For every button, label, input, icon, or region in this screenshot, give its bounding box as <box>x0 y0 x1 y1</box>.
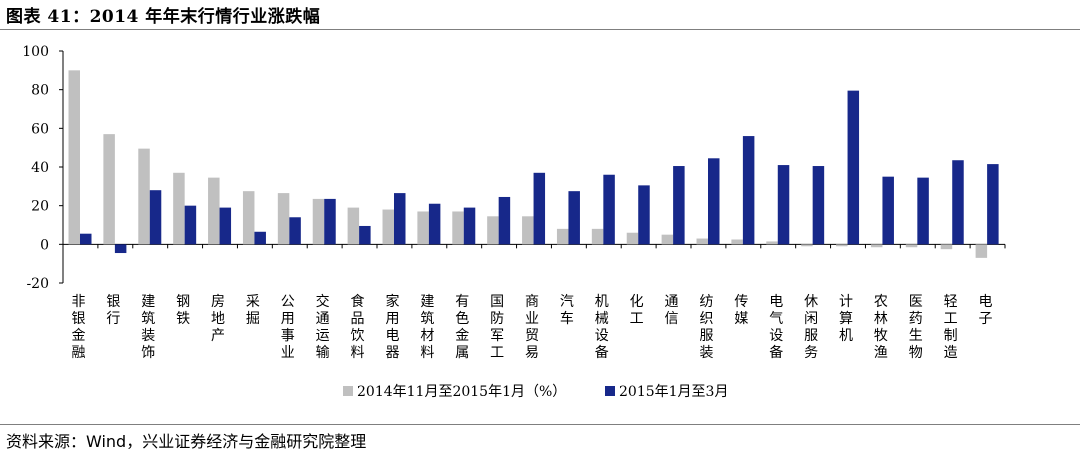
bar-chart: 100 80 60 40 20 0 -20 非银金融 银行 建筑装饰 钢铁 房地产 采掘 公用事业 交通运输… <box>22 44 1006 400</box>
x-category-label: 采掘 <box>246 294 260 327</box>
x-category-label: 机械设备 <box>595 294 609 361</box>
legend-swatch-series1 <box>343 386 353 396</box>
bar-series2 <box>394 193 406 245</box>
x-category-label: 农林牧渔 <box>874 294 888 361</box>
bar-series1 <box>382 209 394 245</box>
bar-series2 <box>533 172 546 245</box>
bar-series2 <box>219 207 232 245</box>
x-category-label: 商业贸易 <box>525 294 539 361</box>
bar-series2 <box>882 176 894 245</box>
y-tick-label: 60 <box>31 121 49 137</box>
bar-series1 <box>870 244 883 248</box>
x-category-label: 化工 <box>630 294 644 327</box>
x-category-label: 纺织服装 <box>699 294 713 361</box>
bar-series2 <box>254 231 266 245</box>
bar-series1 <box>731 239 743 245</box>
legend-label-series1: 2014年11月至2015年1月（%） <box>357 384 566 400</box>
x-category-label: 钢铁 <box>176 294 190 327</box>
bar-series1 <box>277 193 290 245</box>
legend: 2014年11月至2015年1月（%） 2015年1月至3月 <box>343 384 728 400</box>
bar-series2 <box>463 207 476 245</box>
x-category-label: 有色金属 <box>455 294 469 361</box>
y-tick-label: 20 <box>31 199 49 215</box>
bar-series1 <box>173 172 185 245</box>
bar-series1 <box>591 228 604 245</box>
y-tick-label: 0 <box>40 237 49 253</box>
bar-series1 <box>312 198 325 245</box>
bar-series1 <box>975 244 988 258</box>
x-category-label: 电气设备 <box>769 294 783 361</box>
bar-series1 <box>347 207 360 245</box>
y-tick-label: 80 <box>31 83 49 99</box>
bar-series2 <box>359 225 371 245</box>
bar-series2 <box>777 165 790 245</box>
x-category-label: 休闲服务 <box>804 294 818 361</box>
x-category-label: 传媒 <box>734 294 748 327</box>
bar-series2 <box>742 136 755 245</box>
x-category-label: 交通运输 <box>316 293 330 361</box>
bar-series2 <box>847 90 860 245</box>
bar-series1 <box>766 241 778 245</box>
bar-series2 <box>428 203 441 245</box>
x-category-label: 房地产 <box>211 294 225 344</box>
bar-series2 <box>114 244 127 254</box>
x-category-label: 建筑装饰 <box>141 294 155 361</box>
bar-series2 <box>987 164 999 245</box>
bar-series1 <box>452 211 464 245</box>
title-divider <box>0 29 1080 30</box>
x-category-label: 计算机 <box>839 294 853 344</box>
bar-series2 <box>812 166 825 245</box>
bar-series1 <box>242 191 255 245</box>
bar-series2 <box>603 174 615 245</box>
bar-series1 <box>661 234 674 245</box>
bar-series2 <box>498 196 511 245</box>
x-category-label: 电子 <box>979 294 993 327</box>
bar-series1 <box>68 70 80 245</box>
x-category-label: 轻工制造 <box>944 294 958 361</box>
bar-series2 <box>184 205 197 245</box>
y-tick-label: 100 <box>22 44 49 60</box>
bar-series1 <box>940 244 953 250</box>
chart-title: 图表 41：2014 年年末行情行业涨跌幅 <box>6 7 321 27</box>
bar-series1 <box>836 244 848 247</box>
bar-series2 <box>708 158 720 245</box>
bar-series1 <box>696 238 708 245</box>
bar-series2 <box>952 160 964 245</box>
x-category-label: 汽车 <box>560 294 574 327</box>
x-category-label: 通信 <box>665 294 679 327</box>
legend-label-series2: 2015年1月至3月 <box>619 384 728 400</box>
x-category-label: 银行 <box>106 294 120 327</box>
bar-series2 <box>568 191 580 245</box>
source-divider <box>0 424 1080 425</box>
bar-series2 <box>324 198 336 245</box>
bar-series2 <box>149 190 162 245</box>
bar-series1 <box>208 177 220 245</box>
bar-series2 <box>289 217 301 245</box>
bar-series1 <box>138 148 150 245</box>
x-category-label: 非银金融 <box>71 294 85 361</box>
bar-series1 <box>556 228 569 245</box>
x-category-label: 医药生物 <box>909 294 923 361</box>
bar-series1 <box>103 134 115 245</box>
x-category-label: 国防军工 <box>490 294 504 361</box>
bar-series2 <box>917 177 929 245</box>
bar-series1 <box>626 232 639 245</box>
source-note: 资料来源：Wind，兴业证券经济与金融研究院整理 <box>6 432 367 451</box>
bar-series1 <box>417 211 429 245</box>
x-category-label: 家用电器 <box>385 293 399 361</box>
x-category-label: 公用事业 <box>281 294 295 361</box>
bar-series1 <box>487 216 499 245</box>
bar-series1 <box>522 216 534 245</box>
legend-swatch-series2 <box>605 386 615 396</box>
bar-series1 <box>801 244 813 247</box>
x-category-label: 食品饮料 <box>351 293 365 361</box>
x-category-label: 建筑材料 <box>420 294 434 361</box>
bar-series2 <box>80 233 92 245</box>
bar-series2 <box>638 185 650 245</box>
y-tick-label: -20 <box>26 276 49 292</box>
bar-series1 <box>905 244 918 248</box>
y-tick-label: 40 <box>31 160 49 176</box>
bar-series2 <box>673 166 685 245</box>
